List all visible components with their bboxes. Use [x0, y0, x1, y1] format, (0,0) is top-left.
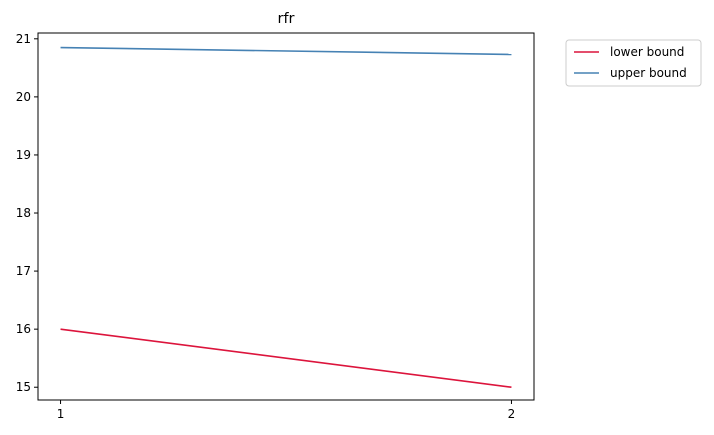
y-tick-label: 21: [16, 32, 31, 46]
x-tick-label: 2: [508, 407, 516, 421]
plot-area-frame: [37, 32, 535, 401]
y-tick-label: 16: [16, 322, 31, 336]
legend: lower bound upper bound: [565, 39, 702, 87]
series-line-0: [60, 328, 512, 389]
y-tick-label: 15: [16, 380, 31, 394]
legend-label-0: lower bound: [610, 45, 684, 59]
series-layer: [60, 46, 512, 389]
y-tick-label: 18: [16, 206, 31, 220]
chart-title: rfr: [277, 11, 294, 27]
x-tick-label: 1: [57, 407, 65, 421]
series-line-1: [60, 46, 512, 56]
legend-box: [565, 39, 702, 87]
y-tick-label: 17: [16, 264, 31, 278]
y-tick-label: 20: [16, 90, 31, 104]
legend-label-1: upper bound: [610, 66, 687, 80]
y-tick-label: 19: [16, 148, 31, 162]
y-axis: 15 16 17 18 19 20 21: [16, 32, 38, 394]
